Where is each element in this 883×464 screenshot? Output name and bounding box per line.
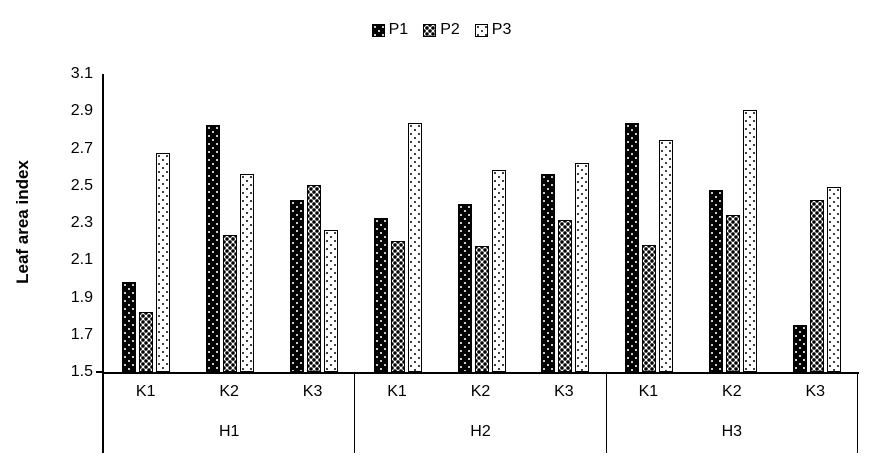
bar-p3-h1-k3 <box>323 229 338 372</box>
bar-p3-h1-k1 <box>155 153 170 372</box>
x-axis-category-area: K1 K2 K3 H1 K1 K2 K3 H2 K1 K2 K3 H3 <box>102 374 858 453</box>
legend: P1 P2 P3 <box>0 21 883 39</box>
bar-p2-h1-k1 <box>138 311 153 372</box>
cluster-h2-k3 <box>523 74 607 372</box>
bar-p2-h1-k3 <box>306 184 321 372</box>
bar-p3-h2-k3 <box>575 162 590 372</box>
bar-p1-h2-k1 <box>373 218 388 372</box>
category-group-h1: K1 K2 K3 H1 <box>102 374 354 453</box>
category-group-h2: K1 K2 K3 H2 <box>354 374 605 453</box>
bar-p3-h1-k2 <box>239 173 254 372</box>
bar-group-h1 <box>104 74 356 372</box>
cluster-h2-k2 <box>440 74 524 372</box>
group-label-h1: H1 <box>218 423 240 440</box>
bar-group-h2 <box>356 74 608 372</box>
y-tick-label-2.3: 2.3 <box>70 214 93 231</box>
legend-item-p3: P3 <box>474 21 512 39</box>
bar-p1-h3-k2 <box>709 190 724 372</box>
bar-p2-h2-k3 <box>558 220 573 372</box>
subgroup-label-h1-k2: K2 <box>219 383 239 400</box>
bar-p1-h2-k2 <box>457 203 472 372</box>
y-tick-label-1.7: 1.7 <box>70 325 93 343</box>
cluster-h2-k1 <box>356 74 440 372</box>
bar-p1-h2-k3 <box>541 173 556 372</box>
bar-p2-h2-k1 <box>390 240 405 372</box>
y-tick-label-2.5: 2.5 <box>70 176 93 194</box>
bar-p2-h3-k2 <box>726 214 741 372</box>
legend-label-p2: P2 <box>440 21 460 38</box>
bar-p2-h3-k3 <box>810 199 825 372</box>
y-tick-label-2.9: 2.9 <box>70 102 93 120</box>
group-label-h3: H3 <box>721 423 743 440</box>
bar-p3-h2-k1 <box>407 123 422 372</box>
legend-label-p3: P3 <box>491 21 512 38</box>
group-label-h2: H2 <box>470 423 491 440</box>
subgroup-label-h2-k3: K3 <box>554 383 574 400</box>
subgroup-label-h1-k3: K3 <box>302 383 323 400</box>
bar-p3-h2-k2 <box>491 170 506 372</box>
bar-p1-h1-k2 <box>205 125 220 372</box>
y-tick-label-2.7: 2.7 <box>70 139 93 157</box>
cluster-h1-k1 <box>104 74 188 372</box>
y-tick-label-1.9: 1.9 <box>70 288 93 306</box>
bar-p3-h3-k2 <box>743 110 758 372</box>
subgroup-label-h2-k1: K1 <box>387 383 407 400</box>
subgroup-label-h3-k3: K3 <box>805 383 826 400</box>
cluster-h3-k2 <box>691 74 775 372</box>
subgroup-label-h3-k2: K2 <box>722 383 742 400</box>
bar-group-h3 <box>607 74 859 372</box>
bar-p1-h3-k3 <box>793 324 808 372</box>
y-tick-label-3.1: 3.1 <box>70 65 93 82</box>
cluster-h1-k2 <box>188 74 272 372</box>
legend-swatch-p2-icon <box>423 23 437 37</box>
legend-swatch-p1-icon <box>371 23 385 37</box>
bar-p2-h2-k2 <box>474 246 489 372</box>
y-tick-label-2.1: 2.1 <box>70 251 93 269</box>
y-axis-tick-mark <box>96 371 102 373</box>
subgroup-label-h3-k1: K1 <box>638 383 659 400</box>
bar-p1-h3-k1 <box>625 123 640 372</box>
legend-item-p2: P2 <box>423 21 460 39</box>
bar-p3-h3-k3 <box>827 186 842 372</box>
cluster-h1-k3 <box>272 74 356 372</box>
legend-label-p1: P1 <box>388 21 409 38</box>
bar-p2-h3-k1 <box>642 244 657 372</box>
legend-swatch-p3-icon <box>474 23 488 37</box>
plot-area <box>102 74 859 374</box>
subgroup-label-h1-k1: K1 <box>135 383 156 400</box>
subgroup-label-h2-k2: K2 <box>470 383 491 400</box>
category-group-h3: K1 K2 K3 H3 <box>605 374 857 453</box>
bar-p1-h1-k1 <box>121 281 136 372</box>
subgroup-label-row-h2: K1 K2 K3 <box>355 374 605 413</box>
subgroup-label-row-h1: K1 K2 K3 <box>104 374 354 413</box>
legend-item-p1: P1 <box>371 21 409 39</box>
bar-p1-h1-k3 <box>289 199 304 372</box>
subgroup-label-row-h3: K1 K2 K3 <box>607 374 857 413</box>
cluster-h3-k1 <box>607 74 691 372</box>
bar-p2-h1-k2 <box>222 235 237 372</box>
cluster-h3-k3 <box>775 74 859 372</box>
bar-p3-h3-k1 <box>659 140 674 372</box>
y-tick-label-1.5: 1.5 <box>70 363 93 380</box>
